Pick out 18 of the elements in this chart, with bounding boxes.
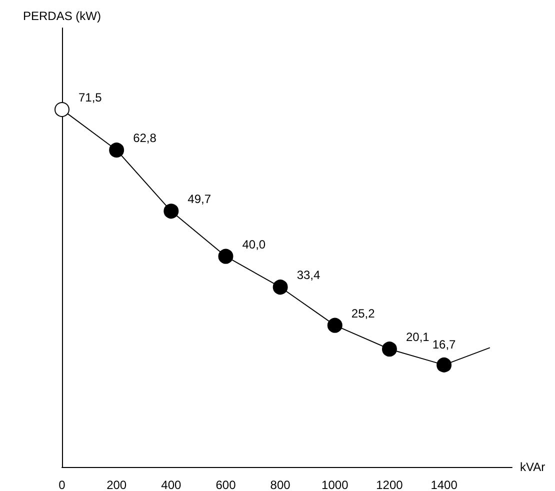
data-label: 33,4 <box>296 268 320 282</box>
x-tick-label: 600 <box>216 478 236 491</box>
data-label: 20,1 <box>406 330 430 344</box>
data-label: 16,7 <box>432 337 456 352</box>
x-axis-title: kVAr <box>520 460 546 474</box>
x-tick-label: 1200 <box>376 478 404 491</box>
x-tick-label: 0 <box>58 478 66 491</box>
data-label: 25,2 <box>351 306 376 320</box>
y-axis-title: PERDAS (kW) <box>23 9 102 23</box>
x-tick-label: 800 <box>270 478 291 491</box>
data-label: 49,7 <box>188 192 212 206</box>
data-label: 71,5 <box>78 90 102 105</box>
data-label: 40,0 <box>242 237 266 252</box>
x-tick-label: 1400 <box>430 478 458 491</box>
data-label: 62,8 <box>133 131 157 146</box>
x-tick-label: 200 <box>106 478 127 491</box>
x-tick-label: 1000 <box>322 478 349 491</box>
x-tick-label: 400 <box>161 478 182 491</box>
